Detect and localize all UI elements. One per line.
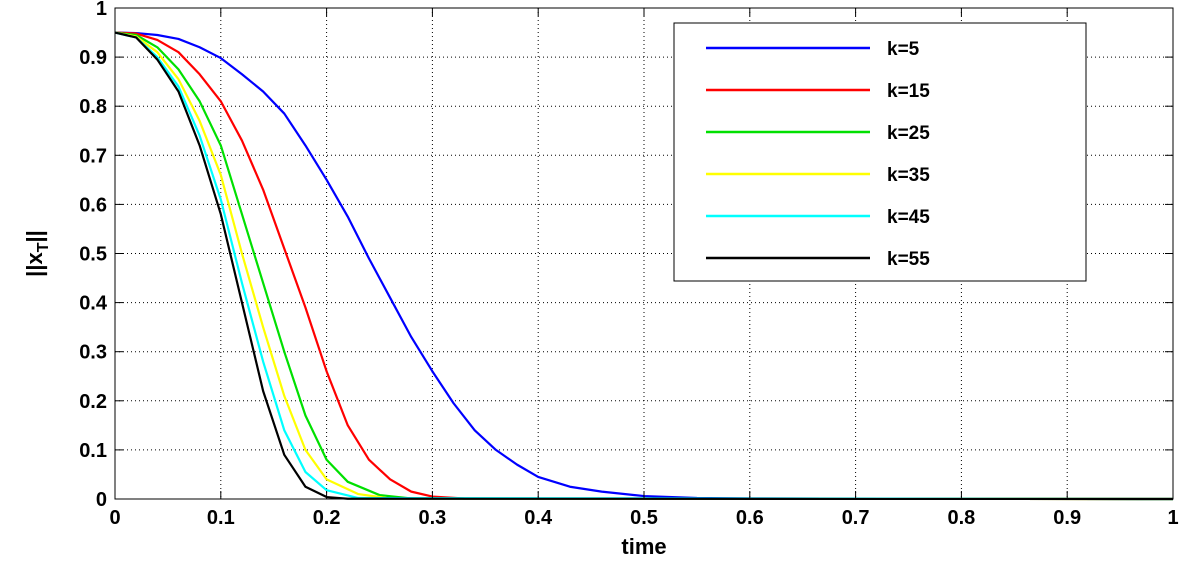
y-label-subscript: T: [35, 242, 52, 252]
x-tick-label: 0.5: [630, 507, 658, 529]
series-line-k=35: [114, 31, 1174, 501]
legend-box: [673, 22, 1087, 282]
x-axis-label: time: [621, 534, 666, 559]
legend-label: k=55: [887, 249, 930, 270]
y-tick-label: 0.3: [79, 342, 107, 364]
y-axis-label: ||xT||: [22, 230, 52, 277]
series-line-k=45: [114, 31, 1174, 501]
y-tick-label: 0.6: [79, 194, 107, 216]
x-tick-label: 0.9: [1053, 507, 1081, 529]
y-tick-label: 0.2: [79, 391, 107, 413]
x-tick-label: 0.8: [947, 507, 975, 529]
tick-labels: 0 0.1 0.2 0.3 0.4 0.5 0.6 0.7 0.8 0.9 1 0 0.1 0.2 0.3 0…: [79, 0, 1178, 529]
grid-lines: [115, 8, 1173, 499]
y-tick-label: 0.1: [79, 440, 107, 462]
y-tick-label: 0.9: [79, 47, 107, 69]
y-label-end: ||: [22, 230, 47, 242]
y-label-main: ||x: [22, 252, 47, 277]
legend-label: k=15: [887, 81, 930, 102]
x-tick-label: 0: [109, 507, 120, 529]
y-tick-label: 0.7: [79, 145, 107, 167]
x-tick-label: 0.1: [207, 507, 235, 529]
series-line-k=25: [114, 31, 1174, 501]
x-tick-label: 0.3: [418, 507, 446, 529]
y-tick-label: 0.5: [79, 244, 107, 266]
legend-label: k=25: [887, 123, 930, 144]
x-tick-label: 0.7: [842, 507, 870, 529]
y-tick-label: 0.4: [79, 293, 108, 315]
series-line-k=15: [114, 31, 1174, 501]
y-tick-label: 1: [96, 0, 107, 20]
x-tick-label: 1: [1167, 507, 1178, 529]
series-line-k=5: [114, 31, 1174, 501]
legend-label: k=45: [887, 207, 930, 228]
axis-ticks: [114, 7, 1174, 500]
y-tick-label: 0: [96, 489, 107, 511]
y-tick-label: 0.8: [79, 96, 107, 118]
legend-label: k=35: [887, 165, 930, 186]
x-tick-label: 0.4: [524, 507, 553, 529]
x-tick-label: 0.2: [313, 507, 341, 529]
legend: k=5 k=15 k=25 k=35 k=45 k=55: [673, 22, 1087, 282]
x-tick-label: 0.6: [736, 507, 764, 529]
legend-label: k=5: [887, 39, 920, 60]
